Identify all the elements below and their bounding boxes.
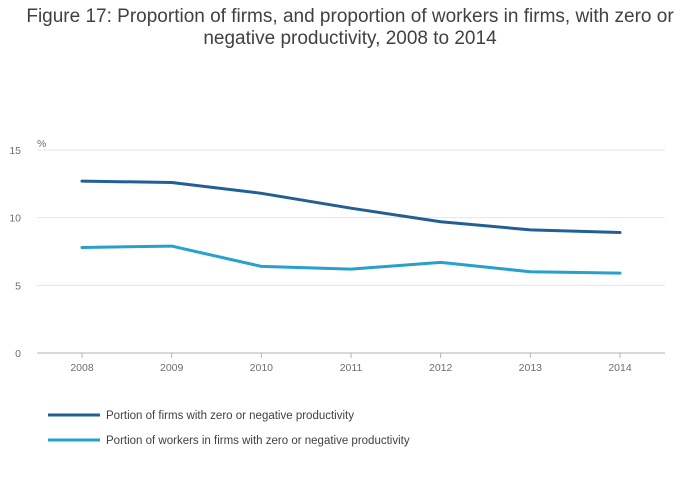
legend-label-1[interactable]: Portion of firms with zero or negative p… [106, 410, 354, 422]
gridlines [37, 149, 665, 286]
series-line-2[interactable] [80, 244, 622, 275]
y-tick-label: 15 [9, 145, 21, 157]
data-point[interactable] [349, 206, 354, 211]
data-point[interactable] [528, 269, 533, 274]
x-tick-label: 2012 [429, 362, 453, 374]
y-tick-label: 5 [15, 280, 21, 292]
y-tick-label: 0 [15, 348, 21, 360]
data-point[interactable] [80, 245, 85, 250]
data-point[interactable] [618, 230, 623, 235]
data-point[interactable] [528, 227, 533, 232]
x-tick-label: 2010 [250, 362, 274, 374]
x-tick-label: 2011 [340, 362, 363, 374]
data-point[interactable] [169, 180, 174, 185]
data-point[interactable] [438, 260, 443, 265]
series-line-1[interactable] [80, 179, 622, 235]
chart-title: Figure 17: Proportion of firms, and prop… [26, 6, 674, 49]
data-point[interactable] [169, 244, 174, 249]
y-axis: 0 5 10 15 [9, 145, 21, 360]
data-point[interactable] [80, 179, 85, 184]
legend: Portion of firms with zero or negative p… [48, 410, 410, 447]
data-point[interactable] [259, 264, 264, 269]
y-tick-label: 10 [9, 213, 21, 225]
x-tick-label: 2008 [70, 362, 94, 374]
y-axis-label: % [37, 138, 46, 150]
data-point[interactable] [618, 271, 623, 276]
x-tick-label: 2009 [160, 362, 184, 374]
legend-label-2[interactable]: Portion of workers in firms with zero or… [106, 435, 410, 447]
data-point[interactable] [349, 267, 354, 272]
x-axis: 2008 2009 2010 2011 2012 2013 2014 [37, 352, 665, 374]
x-tick-label: 2014 [608, 362, 632, 374]
x-tick-label: 2013 [519, 362, 543, 374]
data-point[interactable] [438, 219, 443, 224]
series-group [80, 179, 623, 276]
data-point[interactable] [259, 191, 264, 196]
